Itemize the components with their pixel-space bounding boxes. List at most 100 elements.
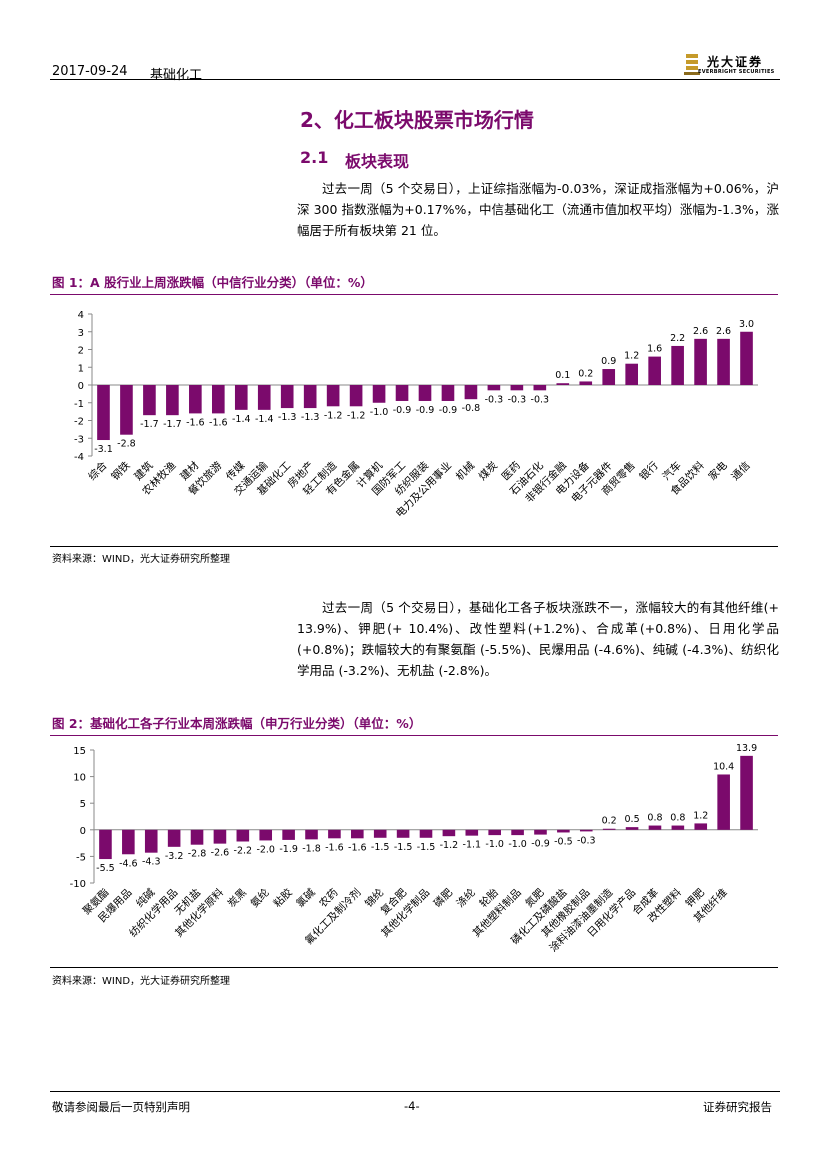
- data-label: -4.6: [119, 858, 138, 869]
- bar: [556, 383, 570, 385]
- x-tick-label: 钢铁: [109, 459, 133, 483]
- bar: [510, 385, 524, 391]
- x-tick-label: 煤炭: [476, 459, 500, 483]
- data-label: -2.8: [188, 849, 207, 860]
- bar: [326, 385, 340, 407]
- x-tick-label: 涤纶: [454, 886, 478, 910]
- data-label: -0.9: [531, 839, 550, 850]
- bar: [625, 363, 639, 385]
- data-label: -0.3: [577, 835, 596, 846]
- data-label: -0.3: [508, 394, 527, 405]
- data-label: -1.0: [370, 407, 389, 418]
- y-tick-label: 1: [78, 363, 84, 374]
- data-label: 0.5: [625, 814, 640, 825]
- data-label: -1.3: [301, 412, 320, 423]
- bar: [396, 829, 410, 838]
- data-label: -0.9: [439, 405, 458, 416]
- x-tick-label: 综合: [86, 459, 110, 483]
- bar: [717, 338, 730, 385]
- paragraph-market-summary: 过去一周（5 个交易日），上证综指涨幅为-0.03%，深证成指涨幅为+0.06%…: [297, 178, 779, 241]
- data-label: -1.6: [348, 842, 367, 853]
- figure-2-chart: 151050-5-10-5.5聚氨酯-4.6民爆用品-4.3纯碱-3.2纺织化学…: [70, 743, 758, 955]
- header-rule: [50, 79, 780, 80]
- data-label: -1.0: [508, 839, 527, 850]
- y-tick-label: 15: [73, 746, 86, 757]
- y-tick-label: 2: [78, 346, 84, 357]
- bar: [236, 829, 250, 842]
- figure-1-source: 资料来源：WIND，光大证券研究所整理: [52, 554, 231, 565]
- data-label: 0.8: [647, 813, 662, 824]
- y-tick-label: -4: [74, 452, 84, 463]
- data-label: -1.4: [232, 414, 251, 425]
- data-label: -1.2: [324, 410, 343, 421]
- data-label: 1.2: [693, 810, 708, 821]
- logo-subtitle: EVERBRIGHT SECURITIES: [698, 69, 775, 75]
- bar: [99, 829, 112, 860]
- data-label: -3.1: [94, 444, 113, 455]
- bar: [740, 331, 753, 385]
- bar: [648, 825, 662, 830]
- bar: [579, 829, 593, 832]
- bar: [419, 829, 433, 838]
- y-tick-label: 5: [80, 799, 86, 810]
- data-label: -0.9: [416, 405, 435, 416]
- bar: [648, 356, 661, 385]
- data-label: -2.0: [256, 844, 275, 855]
- bar: [351, 829, 364, 839]
- data-label: -2.2: [234, 846, 253, 857]
- paragraph-subsector-summary: 过去一周（5 个交易日），基础化工各子板块涨跌不一，涨幅较大的有其他纤维(+ 1…: [297, 597, 779, 681]
- footer-rule: [50, 1091, 780, 1092]
- bar: [418, 385, 432, 401]
- bar: [349, 385, 363, 407]
- bar: [694, 823, 708, 830]
- bar: [487, 385, 501, 391]
- data-label: 3.0: [739, 319, 754, 330]
- data-label: -1.5: [394, 842, 413, 853]
- bar: [395, 385, 409, 401]
- figure-1-title: 图 1：A 股行业上周涨跌幅（中信行业分类）（单位：%）: [52, 275, 373, 290]
- section-title: 2、化工板块股票市场行情: [300, 108, 534, 132]
- data-label: -1.2: [347, 410, 366, 421]
- bar: [441, 385, 455, 401]
- figure-2-bottom-rule: [50, 967, 778, 968]
- paragraph-2-text: 过去一周（5 个交易日），基础化工各子板块涨跌不一，涨幅较大的有其他纤维(+ 1…: [297, 600, 779, 678]
- data-label: -2.6: [211, 848, 230, 859]
- bar: [557, 829, 570, 833]
- data-label: -1.6: [325, 842, 344, 853]
- x-tick-label: 氯碱: [294, 886, 318, 910]
- bar: [671, 825, 685, 830]
- bar: [213, 829, 227, 844]
- data-label: -0.3: [485, 394, 504, 405]
- data-label: -1.3: [278, 412, 297, 423]
- data-label: -1.0: [485, 839, 504, 850]
- data-label: 2.2: [670, 333, 685, 344]
- data-label: 0.9: [601, 356, 616, 367]
- bar: [190, 829, 204, 845]
- figure-2-top-rule: [50, 735, 778, 736]
- bar: [717, 774, 730, 830]
- data-label: 0.8: [670, 813, 685, 824]
- y-tick-label: -2: [74, 417, 84, 428]
- y-tick-label: 3: [78, 328, 84, 339]
- bar: [534, 829, 547, 835]
- footer-disclaimer-link[interactable]: 敬请参阅最后一页特别声明: [52, 1100, 190, 1114]
- subsection-number: 2.1: [300, 148, 329, 167]
- bar: [488, 829, 501, 836]
- x-tick-label: 炭黑: [226, 887, 249, 910]
- bar: [122, 829, 135, 855]
- bar: [372, 385, 386, 403]
- figure-2-source: 资料来源：WIND，光大证券研究所整理: [52, 976, 231, 987]
- data-label: 0.1: [555, 370, 570, 381]
- bar: [694, 338, 707, 385]
- data-label: -2.8: [117, 439, 136, 450]
- y-tick-label: 0: [80, 826, 86, 837]
- data-label: -1.5: [417, 842, 436, 853]
- bar: [234, 385, 248, 410]
- paragraph-1-text: 过去一周（5 个交易日），上证综指涨幅为-0.03%，深证成指涨幅为+0.06%…: [297, 181, 779, 238]
- bar: [740, 755, 753, 830]
- x-tick-label: 家电: [706, 459, 730, 483]
- data-label: -5.5: [96, 863, 115, 874]
- data-label: 0.2: [602, 816, 617, 827]
- logo-name: 光大证券: [707, 55, 764, 69]
- bar: [464, 385, 478, 400]
